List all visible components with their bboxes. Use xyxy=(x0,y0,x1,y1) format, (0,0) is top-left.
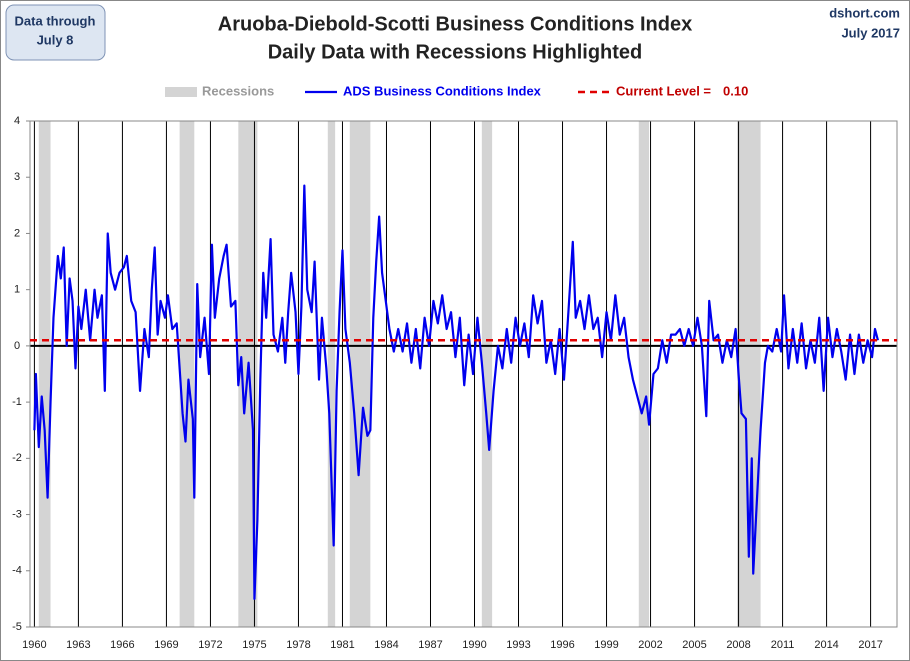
note: Data through xyxy=(15,13,96,28)
recession-band xyxy=(481,121,493,627)
x-tick-label: 2002 xyxy=(638,639,662,651)
x-tick-label: 1981 xyxy=(330,639,354,651)
recession-band xyxy=(38,121,51,627)
x-tick-label: 1990 xyxy=(462,639,486,651)
recession-band xyxy=(179,121,195,627)
data-line xyxy=(33,184,879,600)
x-tick-label: 1999 xyxy=(594,639,618,651)
recession-band xyxy=(737,121,761,627)
x-tick-label: 1984 xyxy=(374,639,398,651)
chart-title: Aruoba-Diebold-Scotti Business Condition… xyxy=(218,13,692,35)
recession-band xyxy=(349,121,371,627)
y-tick-label: -5 xyxy=(12,621,22,633)
x-tick-label: 2011 xyxy=(771,639,795,651)
x-tick-label: 1960 xyxy=(22,639,46,651)
chart-subtitle: Daily Data with Recessions Highlighted xyxy=(268,41,643,63)
x-tick-label: 1963 xyxy=(66,639,90,651)
recession-band xyxy=(327,121,336,627)
x-tick-label: 1987 xyxy=(418,639,442,651)
y-tick-label: -1 xyxy=(12,396,22,408)
value-label: 0.10 xyxy=(723,83,748,98)
y-tick-label: 4 xyxy=(14,115,20,127)
legend-label: Current Level = xyxy=(616,83,711,98)
y-tick-label: 3 xyxy=(14,171,20,183)
plot-frame xyxy=(29,120,898,628)
x-tick-label: 1993 xyxy=(506,639,530,651)
x-tick-label: 1972 xyxy=(198,639,222,651)
source: dshort.com xyxy=(829,5,900,20)
x-tick-label: 1975 xyxy=(242,639,266,651)
y-tick-label: 0 xyxy=(14,340,20,352)
x-tick-label: 2017 xyxy=(858,639,882,651)
x-tick-label: 2005 xyxy=(682,639,706,651)
x-tick-label: 2008 xyxy=(726,639,750,651)
note-box xyxy=(5,4,106,61)
y-tick-label: -3 xyxy=(12,508,22,520)
x-tick-label: 1966 xyxy=(110,639,134,651)
y-tick-label: -4 xyxy=(12,565,22,577)
legend-swatch xyxy=(165,87,197,97)
recession-band xyxy=(638,121,650,627)
x-tick-label: 2014 xyxy=(814,639,838,651)
legend-label: Recessions xyxy=(202,83,274,98)
y-tick-label: 2 xyxy=(14,227,20,239)
y-tick-label: -2 xyxy=(12,452,22,464)
source: July 2017 xyxy=(841,25,900,40)
legend-label: ADS Business Conditions Index xyxy=(343,83,542,98)
x-tick-label: 1978 xyxy=(286,639,310,651)
note: July 8 xyxy=(37,32,74,47)
x-tick-label: 1969 xyxy=(154,639,178,651)
x-tick-label: 1996 xyxy=(550,639,574,651)
y-tick-label: 1 xyxy=(14,284,20,296)
